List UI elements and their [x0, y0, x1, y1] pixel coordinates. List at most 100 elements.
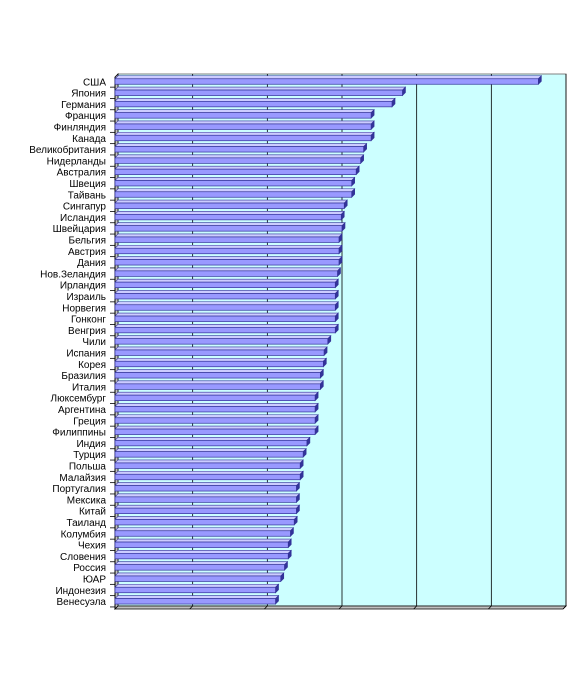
category-label: Филиппины — [52, 428, 106, 439]
bar-top — [114, 120, 375, 125]
bar-top — [114, 561, 289, 565]
bar-top — [114, 380, 325, 385]
category-label: Словения — [60, 552, 106, 563]
category-label: Ирландия — [60, 281, 106, 292]
category-label: Великобритания — [29, 144, 106, 156]
bar — [114, 304, 336, 311]
bar — [114, 270, 338, 277]
gridline-floor — [189, 605, 193, 610]
category-label: Австралия — [57, 168, 106, 179]
bar-top — [114, 233, 343, 238]
category-label: Таиланд — [66, 518, 106, 529]
bar-top — [114, 335, 332, 339]
category-label: Израиль — [66, 292, 106, 303]
category-label: Польша — [69, 462, 107, 473]
category-labels: СШАЯпонияГерманияФранцияФинляндияКанадаВ… — [29, 77, 106, 608]
bar — [114, 225, 343, 232]
bar — [114, 89, 403, 96]
category-label: Бразилия — [61, 371, 106, 382]
bar-top — [114, 425, 319, 430]
bar — [114, 180, 353, 187]
bar — [114, 168, 357, 175]
bar-top — [114, 75, 543, 80]
category-label: Мексика — [67, 495, 107, 506]
bar-top — [114, 199, 348, 204]
bar — [114, 428, 316, 435]
gridline-floor — [488, 605, 492, 610]
category-label: Исландия — [60, 213, 106, 224]
category-label: Гонконг — [71, 315, 106, 326]
bar-top — [114, 448, 307, 452]
category-label: Китай — [79, 507, 106, 518]
bar-top — [114, 222, 346, 226]
bar — [114, 247, 340, 255]
bar-top — [114, 86, 407, 91]
bar — [114, 78, 539, 85]
bar — [114, 259, 340, 266]
bar-top — [114, 131, 375, 136]
category-label: Россия — [73, 563, 106, 574]
gridline-floor — [562, 605, 567, 610]
bar-top — [114, 165, 360, 170]
bar-top — [114, 583, 280, 588]
bar — [114, 586, 276, 594]
category-label: Бельгия — [69, 236, 107, 247]
bars-group — [114, 75, 543, 605]
bar-top — [114, 267, 342, 272]
bar — [114, 157, 362, 164]
bar — [114, 134, 372, 142]
category-label: Турция — [73, 450, 106, 461]
bar-top — [114, 437, 311, 441]
bar-top — [114, 482, 301, 486]
bar-top — [114, 278, 339, 283]
bar-top — [114, 369, 325, 373]
category-label: Нидерланды — [47, 156, 106, 167]
bar — [114, 564, 285, 571]
bar — [114, 281, 336, 288]
bar — [114, 360, 324, 368]
category-label: Канада — [72, 134, 106, 145]
category-label: Германия — [61, 100, 106, 111]
bar — [114, 191, 353, 198]
category-label: Швейцария — [53, 224, 106, 235]
bar-top — [114, 154, 365, 159]
category-label: Корея — [78, 360, 106, 371]
category-label: Индия — [76, 439, 106, 450]
bar — [114, 575, 282, 582]
category-label: Колумбия — [61, 528, 106, 540]
bar-top — [114, 98, 396, 102]
bar — [114, 202, 345, 209]
bar — [114, 530, 291, 537]
bar-top — [114, 403, 319, 407]
category-label: Нов.Зеландия — [40, 269, 106, 280]
category-label: ЮАР — [83, 575, 106, 586]
category-label: Норвегия — [62, 303, 106, 314]
category-label: Португалия — [52, 484, 106, 495]
category-label: Чехия — [78, 541, 106, 552]
category-label: Франция — [65, 111, 106, 122]
bar — [114, 485, 297, 492]
gridline-floor — [338, 605, 343, 610]
bar-top — [114, 357, 328, 362]
bar — [114, 372, 321, 379]
bar-top — [114, 516, 298, 520]
bar — [114, 100, 393, 108]
bar — [114, 473, 301, 481]
bar-top — [114, 504, 301, 509]
bar-top — [114, 459, 304, 464]
bar — [114, 552, 289, 560]
gridline-floor — [413, 605, 417, 610]
bar — [114, 123, 372, 130]
bar-top — [114, 244, 343, 249]
bar-top — [114, 572, 285, 577]
bar — [114, 315, 336, 322]
bar — [114, 338, 329, 345]
category-label: Тайвань — [68, 190, 106, 201]
bar — [114, 349, 325, 356]
bar — [114, 394, 316, 401]
bar-top — [114, 595, 280, 599]
bar-top — [114, 109, 375, 113]
bar — [114, 519, 295, 526]
bar-top — [114, 493, 301, 498]
